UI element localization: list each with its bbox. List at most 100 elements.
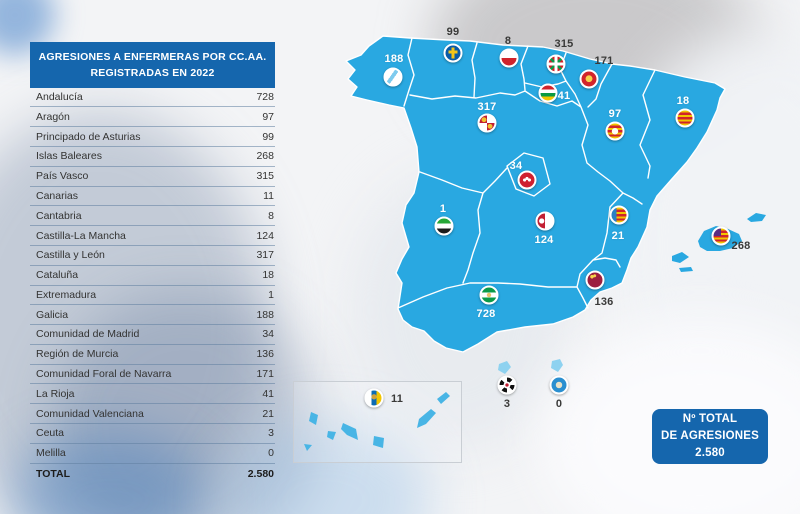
navarra-flag-icon [579,69,599,89]
castillayleon-flag-icon [477,113,497,133]
larioja-value: 41 [557,90,571,102]
region-label: Cataluña [36,269,79,282]
baleares-flag-icon [711,226,731,246]
region-value: 21 [262,407,274,420]
andalucia-value: 728 [476,308,496,320]
region-value: 97 [262,110,274,123]
madrid-flag-icon [517,170,537,190]
cataluna-value: 18 [676,95,690,107]
table-row: Principado de Asturias 99 [30,127,275,147]
castillayleon-value: 317 [477,101,497,113]
table-row: Galicia 188 [30,305,275,326]
region-label: Cantabria [36,209,82,222]
ceuta-melilla-territories [498,359,563,374]
region-label: Comunidad Valenciana [36,407,144,420]
total-box-value: 2.580 [695,446,725,459]
paisvasco-value: 315 [554,38,574,50]
table-rows: Andalucía 728 Aragón 97 Principado de Asturi… [30,88,275,464]
aragon-value: 97 [608,108,622,120]
table-title: AGRESIONES A ENFERMERAS POR CC.AA. REGIS… [30,42,275,88]
spain-peninsula [345,35,726,353]
region-label: Comunidad Foral de Navarra [36,368,172,381]
data-table-panel: AGRESIONES A ENFERMERAS POR CC.AA. REGIS… [30,42,275,484]
region-value: 317 [256,249,274,262]
table-row: Canarias 11 [30,187,275,207]
castillalamancha-value: 124 [534,234,554,246]
region-label: La Rioja [36,387,75,400]
region-value: 268 [256,150,274,163]
region-label: Comunidad de Madrid [36,328,140,341]
region-value: 1 [268,288,274,301]
table-row: Comunidad Valenciana 21 [30,404,275,425]
region-label: País Vasco [36,170,89,183]
table-row: Comunidad de Madrid 34 [30,325,275,345]
region-value: 728 [256,90,274,103]
region-label: Aragón [36,110,70,123]
galicia-value: 188 [384,53,404,65]
region-value: 188 [256,308,274,321]
canarias-flag-icon [364,388,384,408]
melilla-value: 0 [555,398,563,410]
murcia-value: 136 [594,296,614,308]
table-row: Extremadura 1 [30,286,275,306]
galicia-flag-icon [383,67,403,87]
region-label: Castilla-La Mancha [36,229,126,242]
region-value: 315 [256,170,274,183]
region-label: Galicia [36,308,69,321]
region-value: 18 [262,269,274,282]
region-label: Canarias [36,189,79,202]
cantabria-value: 8 [504,35,512,47]
murcia-flag-icon [585,270,605,290]
table-row: País Vasco 315 [30,167,275,187]
region-label: Ceuta [36,427,65,440]
table-total-row: TOTAL 2.580 [30,464,275,484]
region-value: 11 [263,189,274,202]
region-value: 124 [256,229,274,242]
navarra-value: 171 [594,55,614,67]
melilla-flag-icon [549,375,569,395]
region-label: Andalucía [36,90,83,103]
table-row: Castilla y León 317 [30,246,275,266]
valenciana-value: 21 [611,230,625,242]
region-value: 136 [256,348,274,361]
table-row: Ceuta 3 [30,424,275,444]
total-label: TOTAL [36,467,71,480]
region-label: Principado de Asturias [36,130,141,143]
larioja-flag-icon [538,83,558,103]
madrid-value: 34 [509,160,523,172]
region-label: Islas Baleares [36,150,102,163]
region-label: Región de Murcia [36,348,119,361]
castillalamancha-flag-icon [535,211,555,231]
table-row: Islas Baleares 268 [30,147,275,167]
baleares-value: 268 [731,240,751,252]
table-row: Andalucía 728 [30,88,275,108]
total-box-line1: Nº TOTAL [682,413,738,426]
region-label: Castilla y León [36,249,105,262]
region-value: 99 [262,130,274,143]
paisvasco-flag-icon [546,54,566,74]
region-value: 0 [268,447,274,460]
table-title-line2: REGISTRADAS EN 2022 [90,67,215,80]
table-title-line1: AGRESIONES A ENFERMERAS POR CC.AA. [38,51,267,63]
table-row: La Rioja 41 [30,384,275,405]
total-box-line2: DE AGRESIONES [660,430,760,443]
table-row: Aragón 97 [30,107,275,128]
region-value: 8 [268,209,274,222]
region-label: Melilla [36,447,66,460]
table-row: Cantabria 8 [30,206,275,227]
region-value: 3 [268,427,274,440]
table-row: Región de Murcia 136 [30,345,275,365]
ceuta-value: 3 [503,398,511,410]
total-agressions-box: Nº TOTAL DE AGRESIONES 2.580 [652,409,768,464]
aragon-flag-icon [605,121,625,141]
table-row: Cataluña 18 [30,266,275,286]
canary-islands [304,392,450,451]
cataluna-flag-icon [675,108,695,128]
region-value: 34 [262,328,274,341]
asturias-flag-icon [443,43,463,63]
region-value: 171 [256,368,274,381]
ceuta-flag-icon [497,375,517,395]
region-label: Extremadura [36,288,97,301]
